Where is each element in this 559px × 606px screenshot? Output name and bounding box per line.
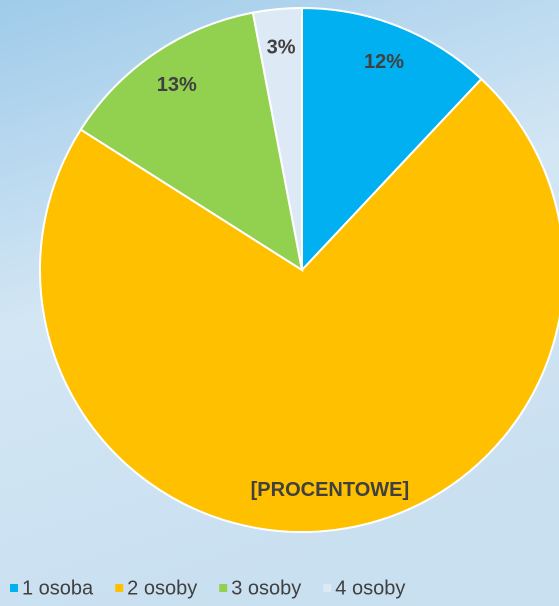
data-label: 3%: [267, 37, 296, 59]
legend-swatch: [323, 584, 332, 592]
legend-label: 3 osoby: [231, 577, 301, 599]
pie: 12% [PROCENTOWE] 13% 3%: [39, 6, 559, 533]
legend-label: 2 osoby: [127, 577, 197, 599]
data-label: 13%: [157, 74, 197, 96]
legend: 1 osoba 2 osoby 3 osoby 4 osoby: [10, 577, 405, 599]
data-label: [PROCENTOWE]: [251, 479, 410, 501]
pie-slice: [79, 11, 304, 273]
legend-swatch: [10, 584, 18, 592]
legend-swatch: [115, 584, 124, 592]
pie-slice: [301, 6, 483, 273]
legend-label: 1 osoba: [22, 577, 94, 599]
legend-label: 4 osoby: [335, 577, 405, 599]
pie-slice: [39, 77, 559, 533]
pie-slice: [251, 6, 303, 271]
data-label: 12%: [364, 51, 404, 73]
legend-swatch: [219, 584, 228, 592]
